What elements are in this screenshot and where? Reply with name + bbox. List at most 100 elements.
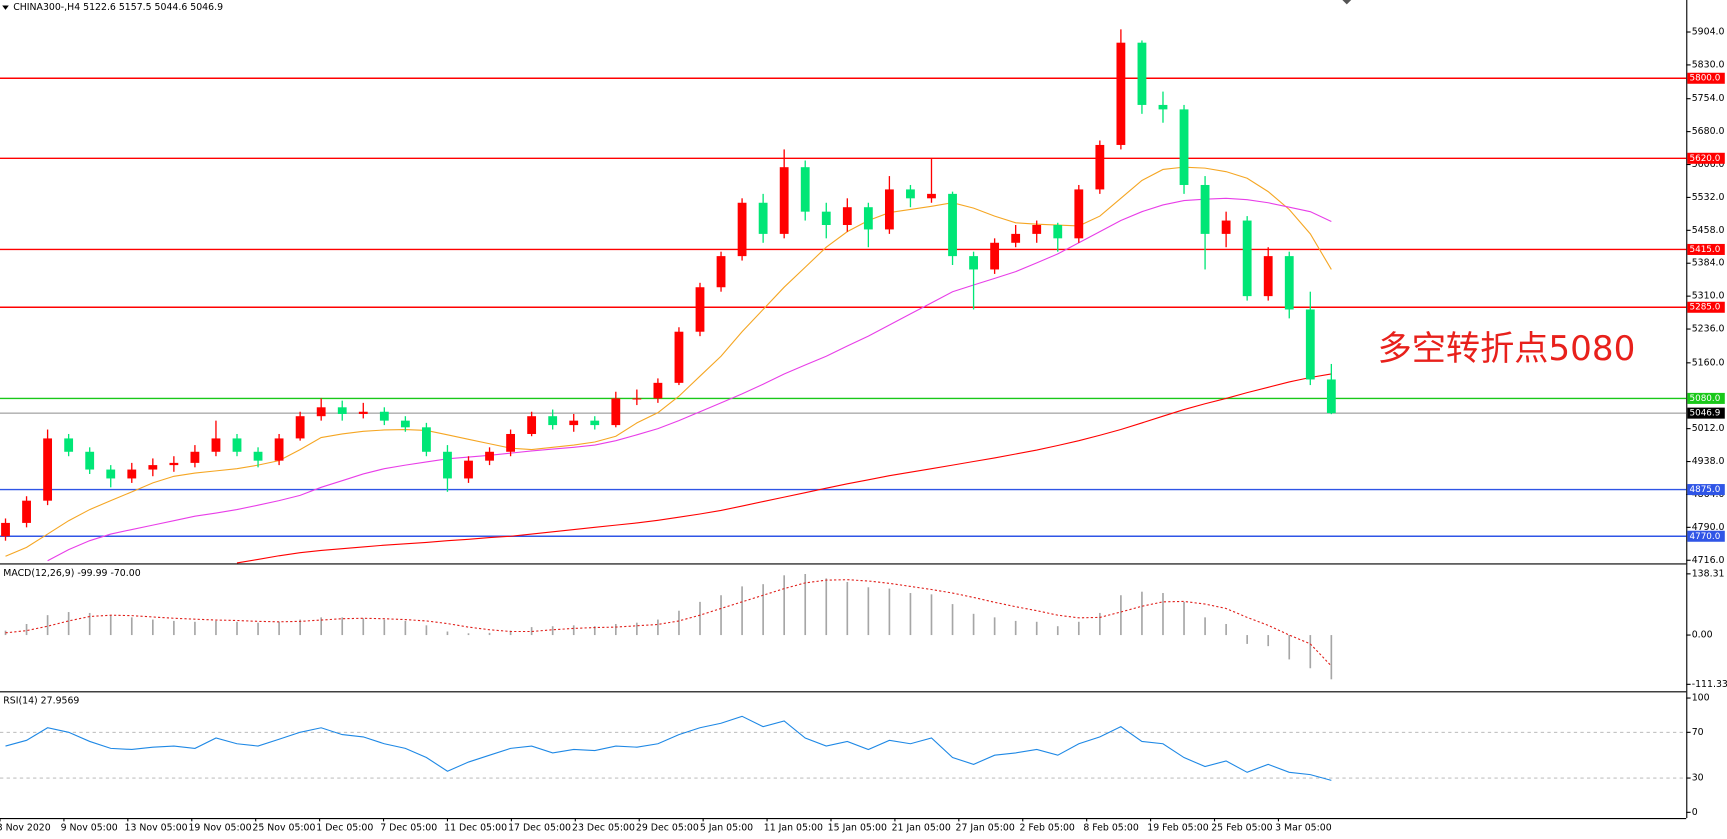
candle-body bbox=[148, 465, 158, 470]
y-tick-label: 30 bbox=[1692, 773, 1704, 784]
candle-body bbox=[653, 382, 663, 399]
candle-body bbox=[548, 416, 558, 426]
candle-body bbox=[358, 411, 368, 414]
y-tick-label: 100 bbox=[1692, 693, 1710, 704]
level-label-box bbox=[1687, 72, 1725, 84]
candle-body bbox=[1074, 189, 1084, 239]
candle-body bbox=[295, 416, 305, 439]
x-tick-label: 3 Mar 05:00 bbox=[1275, 822, 1332, 833]
rsi-title: RSI(14) 27.9569 bbox=[3, 696, 79, 707]
candle-body bbox=[1284, 256, 1294, 310]
candle-body bbox=[1095, 144, 1105, 190]
candle-body bbox=[695, 287, 705, 332]
y-tick-label: 5606.0 bbox=[1692, 159, 1725, 170]
x-tick-label: 23 Dec 05:00 bbox=[572, 822, 635, 833]
candle-body bbox=[569, 420, 579, 426]
candle-body bbox=[590, 420, 600, 426]
candle-body bbox=[400, 420, 410, 428]
candle-body bbox=[85, 451, 95, 470]
x-tick-label: 25 Nov 05:00 bbox=[252, 822, 315, 833]
candle-body bbox=[969, 256, 978, 270]
candle-body bbox=[506, 433, 515, 452]
candle-body bbox=[1053, 224, 1063, 239]
level-label-box bbox=[1687, 301, 1725, 313]
candle-body bbox=[211, 438, 221, 452]
candle-body bbox=[316, 407, 326, 417]
candle-body bbox=[1305, 309, 1315, 380]
candle-body bbox=[22, 500, 31, 523]
x-tick-label: 3 Nov 2020 bbox=[0, 822, 51, 833]
candle-body bbox=[927, 193, 936, 199]
level-label: 5080.0 bbox=[1690, 394, 1721, 404]
y-tick-label: 5904.0 bbox=[1692, 27, 1725, 38]
candle-body bbox=[1032, 224, 1042, 234]
level-label-box bbox=[1687, 530, 1725, 542]
rsi-line bbox=[5, 715, 1332, 781]
y-tick-label: 5384.0 bbox=[1692, 258, 1725, 269]
x-tick-label: 13 Nov 05:00 bbox=[125, 822, 188, 833]
candle-body bbox=[127, 469, 137, 479]
x-tick-label: 19 Nov 05:00 bbox=[188, 822, 251, 833]
y-tick-label: 4716.0 bbox=[1692, 555, 1725, 566]
level-label: 5285.0 bbox=[1690, 303, 1721, 313]
shift-marker bbox=[1342, 0, 1352, 5]
y-tick-label: 0.00 bbox=[1692, 630, 1713, 641]
candle-body bbox=[779, 167, 789, 234]
candle-body bbox=[1179, 109, 1189, 185]
candle-body bbox=[232, 438, 242, 452]
x-tick-label: 15 Jan 05:00 bbox=[828, 822, 887, 833]
level-label: 4770.0 bbox=[1690, 532, 1721, 542]
x-tick-label: 5 Jan 05:00 bbox=[700, 822, 753, 833]
level-label-box bbox=[1687, 152, 1725, 164]
candle-body bbox=[1200, 184, 1210, 234]
level-label-box bbox=[1687, 243, 1725, 255]
level-label: 5620.0 bbox=[1690, 154, 1721, 164]
candle-body bbox=[337, 407, 347, 414]
menu-triangle bbox=[2, 5, 9, 10]
level-label-box bbox=[1687, 392, 1725, 404]
y-tick-label: 4790.0 bbox=[1692, 522, 1725, 533]
candle-body bbox=[948, 193, 957, 257]
y-tick-label: 5458.0 bbox=[1692, 225, 1725, 236]
candle-body bbox=[990, 242, 1000, 270]
candle-body bbox=[43, 438, 53, 501]
y-tick-label: 70 bbox=[1692, 727, 1704, 738]
x-tick-label: 17 Dec 05:00 bbox=[508, 822, 571, 833]
candle-body bbox=[1, 522, 10, 537]
candle-body bbox=[863, 207, 873, 230]
y-tick-label: 5236.0 bbox=[1692, 324, 1725, 335]
candle-body bbox=[906, 189, 915, 199]
candle-body bbox=[422, 427, 431, 452]
candle-body bbox=[632, 398, 642, 400]
candle-body bbox=[527, 416, 537, 434]
candle-body bbox=[64, 438, 74, 452]
candle-body bbox=[842, 207, 852, 225]
candle-body bbox=[253, 451, 263, 461]
y-tick-label: 5310.0 bbox=[1692, 291, 1725, 302]
level-label: 5415.0 bbox=[1690, 245, 1721, 255]
candle-body bbox=[190, 451, 200, 463]
last-price-box bbox=[1687, 407, 1725, 419]
x-tick-label: 27 Jan 05:00 bbox=[956, 822, 1015, 833]
signal-line bbox=[5, 579, 1332, 667]
moving-average-line bbox=[5, 166, 1332, 557]
x-tick-label: 1 Dec 05:00 bbox=[316, 822, 373, 833]
moving-average-line bbox=[47, 197, 1332, 562]
chart-title: CHINA300-,H4 5122.6 5157.5 5044.6 5046.9 bbox=[13, 2, 223, 13]
level-label-box bbox=[1687, 484, 1725, 496]
y-tick-label: -111.33 bbox=[1692, 679, 1727, 690]
candle-body bbox=[1326, 379, 1336, 414]
x-tick-label: 7 Dec 05:00 bbox=[380, 822, 437, 833]
last-price-label: 5046.9 bbox=[1690, 409, 1721, 419]
x-tick-label: 2 Feb 05:00 bbox=[1019, 822, 1074, 833]
annotation: 多空转折点5080 bbox=[1378, 329, 1636, 369]
candle-body bbox=[1158, 104, 1168, 110]
candle-body bbox=[884, 189, 894, 230]
x-tick-label: 21 Jan 05:00 bbox=[892, 822, 951, 833]
x-tick-label: 8 Feb 05:00 bbox=[1083, 822, 1138, 833]
y-tick-label: 5680.0 bbox=[1692, 126, 1725, 137]
level-label: 5800.0 bbox=[1690, 74, 1721, 84]
y-tick-label: 5160.0 bbox=[1692, 357, 1725, 368]
